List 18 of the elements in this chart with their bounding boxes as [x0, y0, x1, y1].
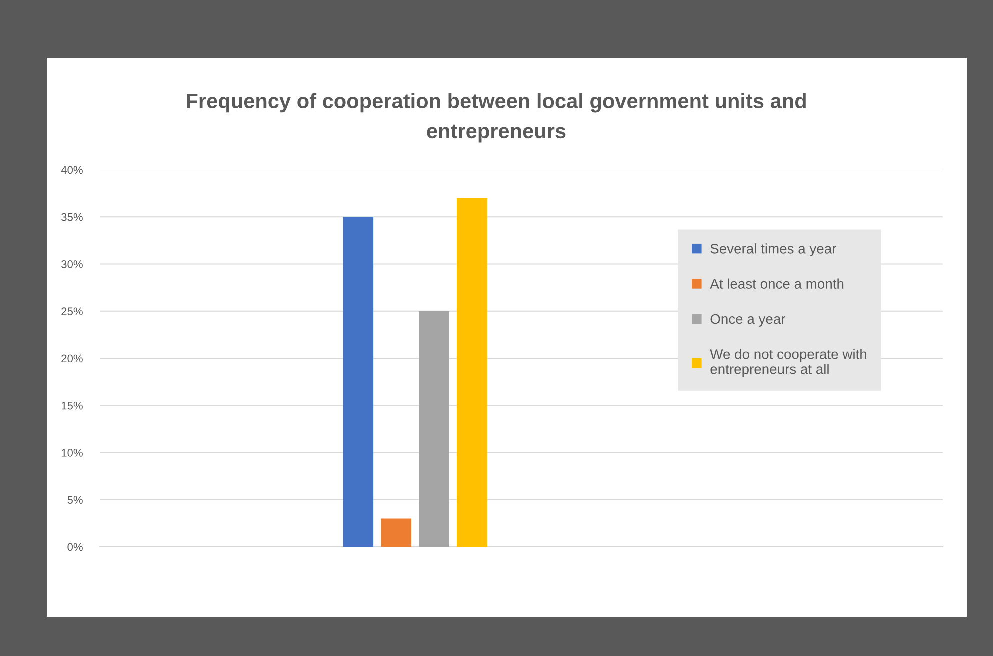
legend-label: Once a year [710, 314, 786, 327]
y-tick-label: 10% [62, 449, 83, 457]
y-tick-label: 15% [62, 402, 83, 410]
legend-label: Several times a year [710, 244, 836, 257]
chart-title: Frequency of cooperation between local government units and entrepreneurs [187, 93, 806, 143]
y-tick-label: 30% [62, 260, 83, 268]
legend-label: We do not cooperate with entrepreneurs at all [710, 349, 866, 378]
y-tick-label: 35% [62, 213, 83, 222]
y-tick-label: 5% [68, 496, 83, 504]
bar [381, 518, 412, 547]
bar [457, 198, 488, 547]
legend-label: At least once a month [710, 278, 844, 289]
bar [419, 311, 450, 547]
bar [343, 217, 374, 547]
y-tick-label: 40% [61, 166, 83, 174]
y-tick-label: 20% [62, 354, 83, 363]
y-tick-label: 0% [68, 543, 83, 552]
y-tick-label: 25% [62, 308, 83, 316]
